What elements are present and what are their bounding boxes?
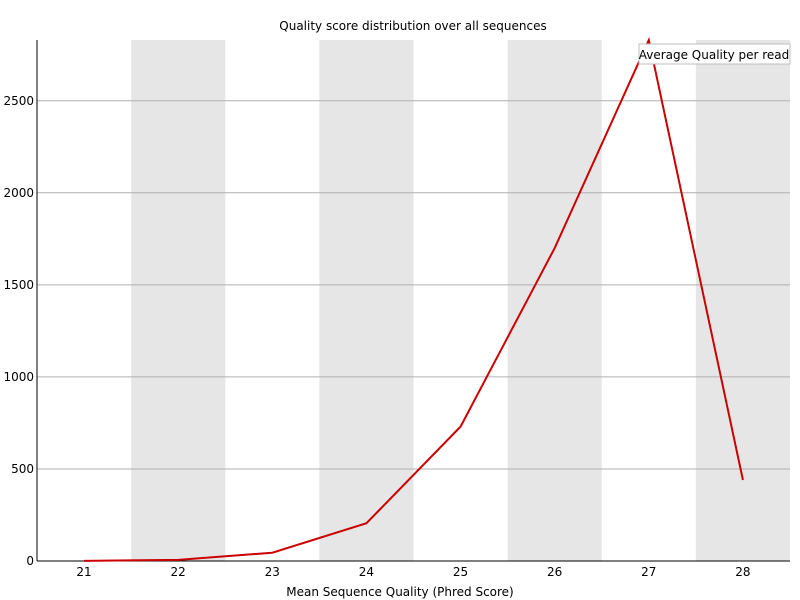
legend: Average Quality per read [638, 43, 791, 65]
x-axis-label: Mean Sequence Quality (Phred Score) [286, 585, 514, 599]
background-band [319, 40, 414, 561]
legend-entry: Average Quality per read [639, 48, 790, 62]
y-tick-label: 1500 [3, 278, 34, 292]
background-bands [131, 40, 790, 561]
x-tick-label: 22 [171, 565, 186, 579]
background-band [695, 40, 790, 561]
background-band [507, 40, 602, 561]
series-line [84, 36, 744, 562]
chart-title: Quality score distribution over all sequ… [279, 19, 546, 33]
y-tick-label: 1000 [3, 370, 34, 384]
x-tick-label: 21 [76, 565, 91, 579]
x-tick-label: 28 [735, 565, 750, 579]
grid-lines [37, 100, 790, 470]
labels-layer: 0 500 1000 1500 2000 2500 21 22 23 24 25 26 27 28 [3, 94, 750, 579]
series-layer [84, 36, 744, 562]
x-tick-label: 26 [547, 565, 562, 579]
background-band [131, 40, 226, 561]
x-tick-label: 25 [453, 565, 468, 579]
x-tick-label: 23 [265, 565, 280, 579]
x-tick-label: 27 [641, 565, 656, 579]
x-tick-label: 24 [359, 565, 374, 579]
legend-box [638, 43, 791, 65]
y-tick-label: 2500 [3, 94, 34, 108]
y-tick-label: 2000 [3, 186, 34, 200]
y-tick-label: 0 [26, 554, 34, 568]
y-tick-label: 500 [11, 462, 34, 476]
